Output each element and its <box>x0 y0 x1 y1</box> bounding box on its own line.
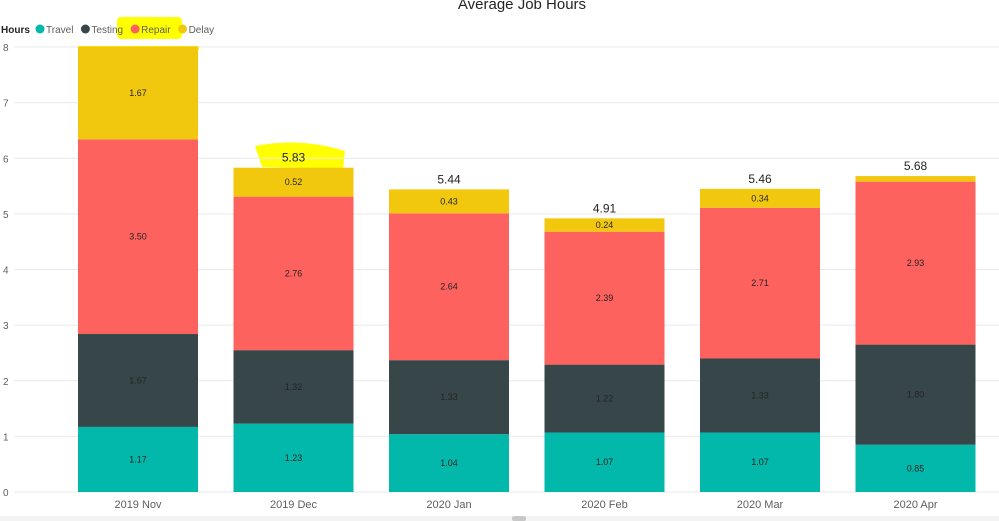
x-tick-label-2019-dec: 2019 Dec <box>270 499 318 511</box>
bar-2020-apr-travel[interactable] <box>855 444 976 492</box>
bar-2019-nov-testing[interactable] <box>78 334 198 427</box>
bar-2020-feb-repair[interactable] <box>544 231 665 365</box>
data-label-2019-nov-delay: 1.67 <box>129 88 147 98</box>
data-label-2020-feb-travel: 1.07 <box>596 457 614 467</box>
total-label-2020-mar: 5.46 <box>748 172 772 186</box>
data-label-2019-nov-repair: 3.50 <box>129 232 147 242</box>
x-tick-label-2020-feb: 2020 Feb <box>581 499 627 511</box>
data-label-2020-jan-testing: 1.33 <box>440 392 458 402</box>
bar-2020-mar-repair[interactable] <box>700 207 820 359</box>
bar-2020-feb-travel[interactable] <box>544 432 665 492</box>
total-label-2020-apr: 5.68 <box>904 159 928 173</box>
legend-entry-travel[interactable]: Travel <box>46 25 73 36</box>
bar-2020-jan-delay[interactable] <box>389 189 509 214</box>
legend-entry-delay[interactable]: Delay <box>189 25 215 36</box>
total-label-2020-feb: 4.91 <box>593 201 617 215</box>
bar-2019-nov-repair[interactable] <box>78 139 198 335</box>
data-label-2020-mar-delay: 0.34 <box>751 193 769 203</box>
bar-2020-jan-testing[interactable] <box>389 360 509 435</box>
legend-marker-testing <box>80 24 90 34</box>
y-tick-label: 8 <box>3 43 9 54</box>
bar-2020-apr-delay[interactable] <box>855 176 976 182</box>
data-label-2019-dec-testing: 1.32 <box>285 382 303 392</box>
bar-2020-feb-delay[interactable] <box>544 218 665 232</box>
legend-marker-travel <box>35 24 45 34</box>
data-label-2020-jan-travel: 1.04 <box>440 458 458 468</box>
data-label-2019-nov-travel: 1.17 <box>129 454 147 464</box>
data-label-2019-dec-repair: 2.76 <box>285 268 303 278</box>
data-label-2019-nov-testing: 1.67 <box>129 375 147 385</box>
bar-2020-jan-travel[interactable] <box>389 434 509 492</box>
scrollbar-thumb[interactable] <box>512 516 526 521</box>
data-label-2019-dec-delay: 0.52 <box>285 177 303 187</box>
x-tick-label-2020-mar: 2020 Mar <box>737 499 784 511</box>
legend: Hours Travel Testing Repair Delay <box>1 24 215 36</box>
bar-2019-nov-travel[interactable] <box>78 426 198 492</box>
bar-2020-apr-testing[interactable] <box>855 344 976 445</box>
data-label-2020-feb-delay: 0.24 <box>596 220 614 230</box>
data-label-2020-jan-repair: 2.64 <box>440 282 458 292</box>
x-tick-label-2019-nov: 2019 Nov <box>114 499 162 511</box>
bar-2019-dec-testing[interactable] <box>233 350 354 424</box>
bar-2019-dec-delay[interactable] <box>233 167 354 197</box>
chart-title: Average Job Hours <box>458 0 586 13</box>
data-label-2020-feb-testing: 1.22 <box>596 394 614 404</box>
y-tick-label: 4 <box>3 266 9 277</box>
data-label-2020-apr-testing: 1.80 <box>907 390 925 400</box>
y-tick-label: 2 <box>3 377 9 388</box>
data-label-2020-mar-testing: 1.33 <box>751 390 769 400</box>
axis-layer: 0 1 2 3 4 5 6 7 8 2019 Nov 2019 Dec 2020 Jan 2020 Fe… <box>3 43 938 511</box>
highlight-total-2019-dec <box>255 142 345 169</box>
bar-2020-feb-testing[interactable] <box>544 364 665 433</box>
bar-2019-dec-travel[interactable] <box>233 423 354 492</box>
bar-2020-mar-delay[interactable] <box>700 188 820 208</box>
y-tick-label: 0 <box>3 488 9 499</box>
highlight-legend-repair-delay <box>117 17 182 39</box>
y-tick-label: 1 <box>3 432 9 443</box>
labels-layer: 1.17 1.67 3.50 1.67 1.23 1.32 2.76 0.52 5.83 1.04… <box>129 88 927 473</box>
data-label-2020-apr-repair: 2.93 <box>907 258 925 268</box>
bars-layer <box>78 46 976 492</box>
legend-entry-repair[interactable]: Repair <box>141 25 171 36</box>
bar-2020-apr-repair[interactable] <box>855 181 976 345</box>
bar-2020-jan-repair[interactable] <box>389 213 509 361</box>
legend-marker-delay <box>178 24 188 34</box>
legend-marker-repair <box>130 24 140 34</box>
legend-title: Hours <box>1 25 30 36</box>
x-tick-label-2020-apr: 2020 Apr <box>893 499 937 511</box>
y-tick-label: 3 <box>3 321 9 332</box>
data-label-2020-mar-travel: 1.07 <box>751 457 769 467</box>
total-label-2019-dec: 5.83 <box>282 151 306 165</box>
bar-2020-mar-travel[interactable] <box>700 432 820 492</box>
data-label-2020-mar-repair: 2.71 <box>751 278 769 288</box>
bar-2019-dec-repair[interactable] <box>233 196 354 351</box>
y-tick-label: 7 <box>3 99 9 110</box>
data-label-2020-jan-delay: 0.43 <box>440 196 458 206</box>
data-label-2019-dec-travel: 1.23 <box>285 453 303 463</box>
y-tick-label: 6 <box>3 154 9 165</box>
legend-entry-testing[interactable]: Testing <box>91 25 123 36</box>
bar-2020-mar-testing[interactable] <box>700 358 820 433</box>
x-tick-label-2020-jan: 2020 Jan <box>426 499 471 511</box>
horizontal-scrollbar[interactable] <box>0 516 999 521</box>
data-label-2020-feb-repair: 2.39 <box>596 293 614 303</box>
bar-2019-nov-delay[interactable] <box>78 46 198 140</box>
data-label-2020-apr-travel: 0.85 <box>907 463 925 473</box>
y-tick-label: 5 <box>3 210 9 221</box>
total-label-2020-jan: 5.44 <box>437 172 461 186</box>
